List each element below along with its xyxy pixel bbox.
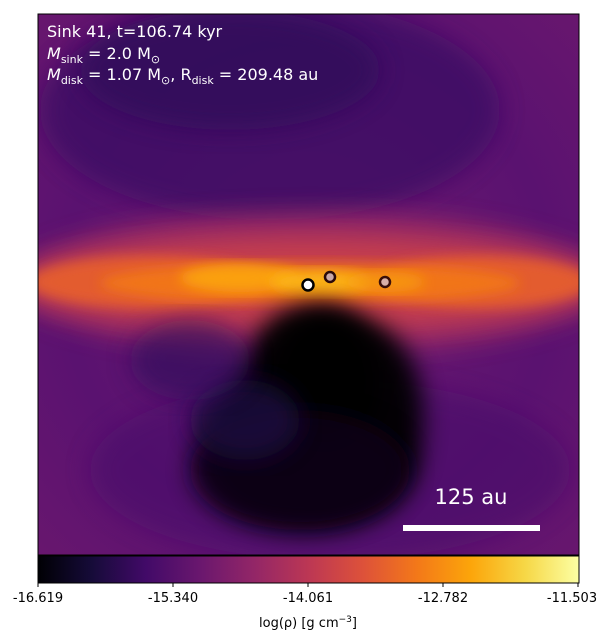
colorbar-tick-label: -16.619	[13, 591, 63, 606]
sink-particles	[301, 270, 392, 292]
colorbar-tick-label: -12.782	[418, 591, 468, 606]
disk-properties: Mdisk = 1.07 M⊙, Rdisk = 209.48 au	[47, 65, 318, 87]
sink-title: Sink 41, t=106.74 kyr	[47, 22, 223, 41]
colorbar-gradient	[37, 555, 580, 584]
colorbar-tick-label: -11.503	[547, 591, 597, 606]
colorbar: -16.619 -15.340 -14.061 -12.782 -11.503 …	[13, 555, 597, 631]
scale-bar	[403, 525, 540, 531]
primary-sink	[301, 278, 315, 292]
colorbar-tick-label: -14.061	[283, 591, 333, 606]
plot-frame	[37, 13, 580, 556]
secondary-sink	[323, 270, 337, 284]
density-image	[38, 14, 579, 555]
colorbar-tick-label: -15.340	[148, 591, 198, 606]
colorbar-ticks	[37, 583, 579, 587]
tertiary-sink	[378, 275, 392, 289]
colorbar-label: log(ρ) [g cm−3]	[259, 615, 357, 631]
sink-mass: Msink = 2.0 M⊙	[47, 44, 160, 66]
scale-bar-label: 125 au	[435, 485, 508, 509]
